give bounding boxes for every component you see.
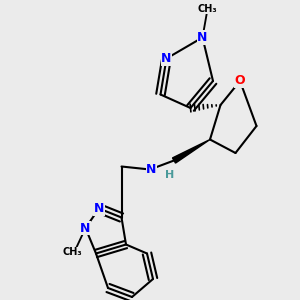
Text: N: N	[197, 31, 208, 44]
Text: CH₃: CH₃	[62, 247, 82, 257]
Text: O: O	[235, 74, 245, 88]
Text: CH₃: CH₃	[197, 4, 217, 14]
Text: N: N	[161, 52, 172, 65]
Polygon shape	[172, 140, 210, 163]
Text: N: N	[94, 202, 104, 215]
Text: N: N	[146, 163, 157, 176]
Text: H: H	[165, 170, 174, 181]
Text: N: N	[80, 221, 91, 235]
